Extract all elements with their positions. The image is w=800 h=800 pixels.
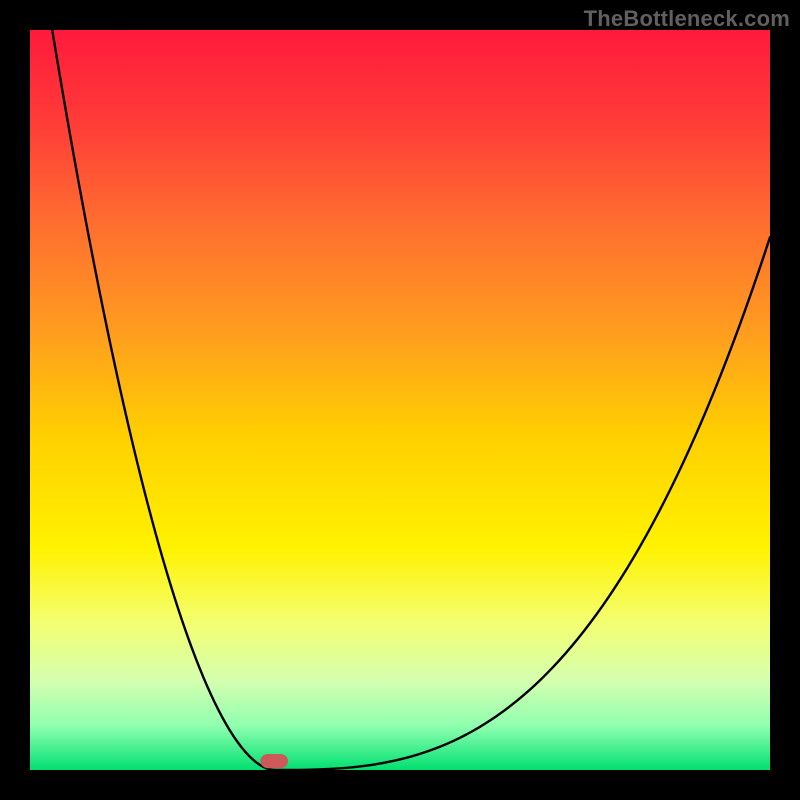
watermark-text: TheBottleneck.com — [584, 6, 790, 31]
plot-area — [30, 30, 770, 770]
plot-svg — [30, 30, 770, 770]
gradient-background — [30, 30, 770, 770]
vertex-marker — [261, 754, 288, 767]
chart-frame: TheBottleneck.com — [0, 0, 800, 800]
watermark: TheBottleneck.com — [584, 6, 790, 32]
